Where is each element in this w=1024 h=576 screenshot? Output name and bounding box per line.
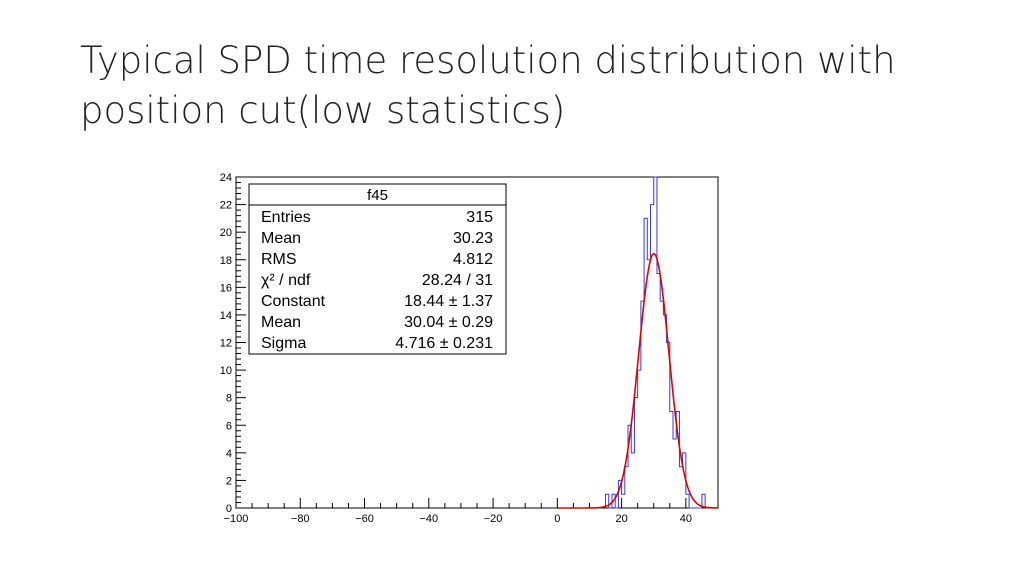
y-tick-label: 14 (220, 310, 232, 322)
stats-row-value: 315 (466, 209, 493, 226)
y-tick-label: 12 (220, 338, 232, 350)
stats-row-label: Sigma (261, 335, 306, 352)
x-tick-label: −80 (291, 513, 310, 525)
x-tick-label: 40 (680, 513, 692, 525)
y-tick-label: 22 (220, 200, 232, 212)
x-tick-label: −60 (355, 513, 374, 525)
x-tick-label: −100 (224, 513, 249, 525)
x-tick-label: −20 (484, 513, 503, 525)
stats-row-value: 28.24 / 31 (422, 272, 493, 289)
x-tick-label: 20 (615, 513, 627, 525)
y-tick-label: 20 (220, 227, 232, 239)
y-tick-label: 8 (226, 393, 232, 405)
gaussian-fit-curve (557, 252, 719, 509)
stats-row-label: Entries (261, 209, 311, 226)
y-tick-label: 18 (220, 255, 232, 267)
stats-box-frame (248, 183, 507, 355)
y-tick-label: 2 (226, 475, 232, 487)
slide-title-line-1: Typical SPD time resolution distribution… (80, 39, 896, 82)
stats-row-label: RMS (261, 251, 297, 268)
slide-title-line-2: position cut(low statistics) (80, 89, 566, 132)
stats-box: f45 Entries 315 Mean 30.23 RMS 4.812 χ² / ndf 28… (248, 183, 507, 355)
y-tick-label: 6 (226, 420, 232, 432)
y-tick-label: 16 (220, 282, 232, 294)
y-tick-label: 0 (226, 503, 232, 515)
stats-row-label: Constant (261, 293, 326, 310)
stats-row-label: χ² / ndf (261, 272, 311, 289)
slide-title: Typical SPD time resolution distribution… (80, 36, 960, 136)
y-tick-label: 10 (220, 365, 232, 377)
y-tick-label: 24 (220, 172, 232, 184)
stats-row-label: Mean (261, 230, 301, 247)
stats-row-value: 4.812 (453, 251, 493, 268)
stats-row-label: Mean (261, 314, 301, 331)
stats-row-value: 4.716 ± 0.231 (395, 335, 493, 352)
x-tick-label: −40 (419, 513, 438, 525)
stats-row-value: 18.44 ± 1.37 (404, 293, 493, 310)
y-tick-label: 4 (226, 448, 232, 460)
stats-row-value: 30.23 (453, 230, 493, 247)
x-tick-label: 0 (554, 513, 560, 525)
stats-row-value: 30.04 ± 0.29 (404, 314, 493, 331)
stats-box-name: f45 (367, 187, 388, 204)
